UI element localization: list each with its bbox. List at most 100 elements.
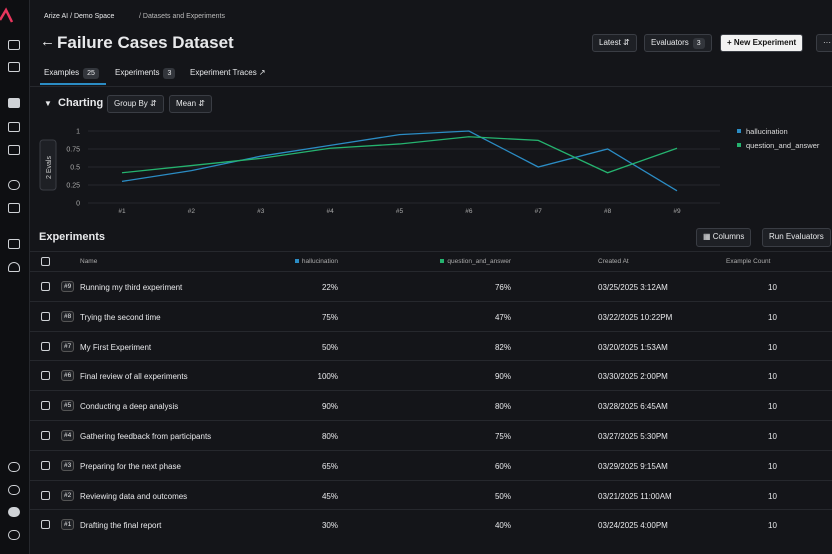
series-line	[121, 136, 678, 174]
group-by-select[interactable]: Group By ⇵	[107, 95, 164, 113]
qa-score: 80%	[494, 402, 511, 412]
run-evaluators-button[interactable]: Run Evaluators	[762, 228, 831, 247]
legend-swatch	[737, 143, 741, 147]
example-count: 10	[768, 312, 777, 322]
nav-icon[interactable]	[8, 40, 20, 50]
checkbox[interactable]	[41, 341, 50, 351]
x-tick-label: #3	[257, 208, 265, 215]
checkbox[interactable]	[41, 490, 50, 500]
breadcrumb[interactable]: Arize AI / Demo Space	[44, 13, 115, 20]
created-at: 03/29/2025 9:15AM	[598, 461, 668, 471]
y-tick-label: 0.25	[66, 183, 80, 190]
column-header: hallucination	[294, 258, 338, 265]
table-row[interactable]: #2 Reviewing data and outcomes 45% 50% 03/21…	[30, 479, 832, 510]
experiment-number: #4	[61, 430, 75, 441]
legend-swatch	[440, 259, 445, 263]
y-label-box	[39, 139, 57, 191]
button-label: Columns	[712, 232, 745, 241]
created-at: 03/25/2025 3:12AM	[598, 283, 668, 292]
nav-icon[interactable]	[8, 530, 20, 540]
qa-score: 60%	[494, 461, 511, 471]
count: 25	[83, 68, 99, 79]
checkbox[interactable]	[41, 282, 50, 291]
nav-icon[interactable]	[8, 485, 20, 495]
table-row[interactable]: #9 Running my third experiment 22% 76% 03/25…	[30, 271, 832, 301]
experiment-number: #8	[61, 310, 75, 322]
nav-icon[interactable]	[8, 239, 20, 249]
nav-icon[interactable]	[8, 62, 20, 72]
created-at: 03/30/2025 2:00PM	[598, 372, 668, 382]
x-tick-label: #5	[396, 208, 404, 215]
nav-icon[interactable]	[8, 180, 20, 190]
tab[interactable]: Experiment Traces ↗	[190, 68, 266, 77]
column-header: Example Count	[726, 258, 770, 265]
table-row[interactable]: #1 Drafting the final report 30% 40% 03/24/2…	[30, 509, 832, 539]
checkbox[interactable]	[41, 311, 50, 321]
x-tick-label: #8	[604, 208, 612, 215]
back-arrow[interactable]: ←	[40, 33, 55, 50]
table-row[interactable]: #8 Trying the second time 75% 47% 03/22/2025…	[30, 300, 832, 331]
qa-score: 76%	[494, 283, 511, 292]
x-tick-label: #2	[188, 208, 196, 215]
evaluators-button[interactable]: Evaluators 3	[644, 34, 712, 52]
table-row[interactable]: #5 Conducting a deep analysis 90% 80% 03/28/…	[30, 390, 832, 420]
hallucination-score: 30%	[321, 521, 338, 531]
new-experiment-button[interactable]: + New Experiment	[720, 34, 804, 52]
table-row[interactable]: #6 Final review of all experiments 100% 90%…	[30, 360, 832, 390]
button-label: Group By	[114, 99, 148, 108]
version-select[interactable]: Latest ⇵	[592, 34, 637, 52]
columns-button[interactable]: ▦ Columns	[696, 228, 752, 247]
nav-icon[interactable]	[8, 507, 20, 517]
experiment-name: My First Experiment	[80, 342, 152, 352]
checkbox[interactable]	[41, 257, 50, 266]
legend-swatch	[737, 129, 741, 133]
tab[interactable]: Examples 25	[44, 68, 99, 79]
nav-icon[interactable]	[8, 122, 20, 132]
checkbox[interactable]	[41, 520, 50, 530]
tab-label: Experiment Traces	[190, 68, 257, 77]
collapse-toggle[interactable]: ▼	[44, 99, 52, 108]
button-label: Evaluators	[651, 38, 689, 47]
checkbox[interactable]	[41, 460, 50, 470]
qa-score: 75%	[494, 432, 511, 441]
hallucination-score: 90%	[321, 402, 338, 412]
nav-icon[interactable]	[8, 203, 20, 213]
table-row[interactable]: #3 Preparing for the next phase 65% 60% 03/2…	[30, 449, 832, 480]
experiment-name: Gathering feedback from participants	[80, 432, 212, 441]
series-line	[121, 130, 678, 192]
more-button[interactable]: ···	[816, 34, 832, 52]
example-count: 10	[768, 521, 777, 531]
logo	[0, 7, 14, 23]
table-row[interactable]: #7 My First Experiment 50% 82% 03/20/2025 1:…	[30, 330, 832, 361]
button-label: Run Evaluators	[769, 232, 824, 241]
y-tick-label: 1	[76, 129, 80, 136]
column-header: question_and_answer	[440, 258, 511, 265]
created-at: 03/21/2025 11:00AM	[598, 491, 672, 501]
nav-icon[interactable]	[8, 98, 20, 108]
legend-swatch	[294, 259, 299, 263]
table-row[interactable]: #4 Gathering feedback from participants 80…	[30, 420, 832, 450]
experiment-number: #5	[61, 400, 75, 412]
nav-icon[interactable]	[8, 462, 20, 472]
breadcrumb[interactable]: / Datasets and Experiments	[139, 13, 225, 20]
example-count: 10	[768, 283, 777, 292]
checkbox[interactable]	[41, 371, 50, 381]
example-count: 10	[768, 432, 777, 441]
created-at: 03/28/2025 6:45AM	[598, 402, 668, 412]
legend-label: question_and_answer	[746, 141, 820, 150]
checkbox[interactable]	[41, 401, 50, 411]
hallucination-score: 50%	[321, 342, 338, 352]
checkbox[interactable]	[41, 431, 50, 440]
nav-icon[interactable]	[8, 145, 20, 155]
experiment-number: #6	[61, 370, 75, 382]
aggregation-select[interactable]: Mean ⇵	[169, 95, 212, 113]
sidebar	[0, 0, 30, 554]
column-header: Name	[80, 258, 97, 265]
button-label: Latest	[599, 38, 621, 47]
header-label: Name	[80, 258, 98, 265]
nav-icon[interactable]	[8, 262, 20, 272]
x-tick-label: #4	[327, 208, 335, 215]
y-tick-label: 0.75	[66, 147, 80, 154]
tab[interactable]: Experiments 3	[115, 68, 176, 79]
